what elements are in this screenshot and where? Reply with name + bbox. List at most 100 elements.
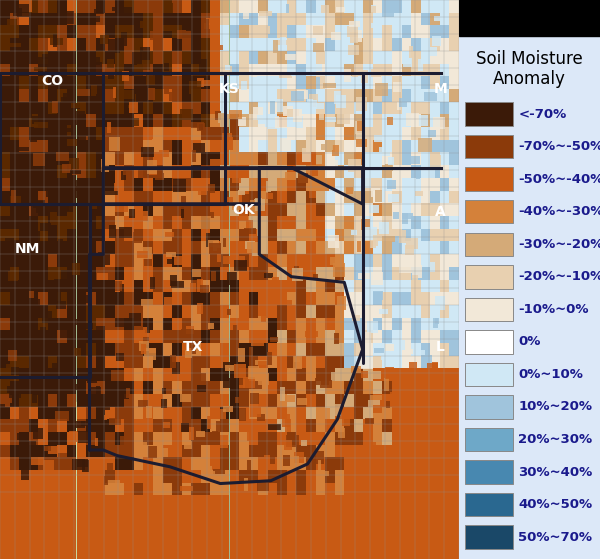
Bar	[258, 178, 268, 191]
Bar	[141, 344, 146, 354]
Bar	[316, 155, 322, 164]
Bar	[239, 381, 248, 394]
Bar	[268, 216, 277, 229]
Bar	[383, 406, 392, 419]
Bar	[401, 38, 411, 51]
Bar	[296, 165, 306, 178]
Bar	[411, 229, 421, 241]
Bar	[153, 191, 163, 203]
Bar	[167, 259, 173, 264]
Bar	[113, 87, 116, 98]
Bar	[105, 394, 115, 406]
Bar	[201, 444, 211, 457]
Bar	[211, 521, 220, 534]
Bar	[449, 115, 459, 127]
Bar	[38, 64, 48, 76]
Bar	[268, 178, 277, 191]
Bar	[223, 362, 234, 368]
Bar	[86, 292, 95, 305]
Bar	[277, 546, 287, 559]
Bar	[277, 115, 287, 127]
Bar	[411, 508, 421, 521]
Bar	[354, 432, 364, 444]
Bar	[297, 89, 308, 99]
Bar	[16, 188, 24, 193]
Bar	[287, 254, 296, 267]
Bar	[211, 318, 220, 330]
Bar	[267, 352, 272, 365]
Bar	[58, 280, 67, 292]
Bar	[335, 153, 344, 165]
Bar	[182, 444, 191, 457]
Bar	[389, 473, 395, 487]
Bar	[32, 392, 37, 402]
Bar	[201, 216, 211, 229]
Bar	[449, 521, 459, 534]
Bar	[191, 76, 201, 89]
Bar	[449, 534, 459, 546]
Bar	[287, 318, 296, 330]
Bar	[139, 342, 149, 350]
Bar	[51, 434, 61, 442]
Bar	[58, 419, 67, 432]
Bar	[143, 457, 153, 470]
Bar	[124, 0, 134, 13]
Bar	[95, 165, 105, 178]
Bar	[248, 153, 258, 165]
Bar	[95, 127, 105, 140]
Bar	[296, 89, 306, 102]
Bar	[373, 76, 383, 89]
Bar	[325, 495, 335, 508]
Bar	[344, 0, 354, 13]
Bar	[182, 165, 191, 178]
Bar	[220, 165, 229, 178]
Bar	[191, 356, 201, 368]
Bar	[134, 534, 143, 546]
Bar	[421, 413, 431, 423]
Bar	[432, 477, 442, 486]
Bar	[411, 292, 421, 305]
Bar	[201, 406, 211, 419]
Bar	[270, 454, 275, 463]
Bar	[163, 470, 172, 483]
Bar	[220, 343, 229, 356]
Bar	[224, 137, 233, 150]
Bar	[421, 102, 430, 115]
Bar	[77, 444, 86, 457]
Bar	[268, 267, 277, 280]
Bar	[48, 343, 58, 356]
Bar	[172, 115, 182, 127]
Bar	[364, 495, 373, 508]
Bar	[182, 508, 191, 521]
Bar	[191, 229, 201, 241]
Bar	[440, 368, 449, 381]
Bar	[105, 76, 115, 89]
Bar	[401, 483, 411, 495]
Bar	[383, 470, 392, 483]
Bar	[134, 241, 143, 254]
Bar	[48, 406, 58, 419]
Bar	[38, 394, 48, 406]
Bar	[95, 51, 105, 64]
Bar	[95, 457, 105, 470]
Bar	[258, 254, 268, 267]
Bar	[0, 76, 10, 89]
Bar	[149, 348, 155, 353]
Bar	[115, 483, 124, 495]
Bar	[140, 47, 150, 60]
Bar	[172, 153, 182, 165]
Bar	[258, 406, 268, 419]
Bar	[287, 109, 299, 116]
Bar	[220, 153, 229, 165]
Bar	[67, 292, 76, 305]
Bar	[112, 7, 122, 12]
Bar	[0, 368, 10, 381]
Bar	[277, 254, 287, 267]
Bar	[29, 534, 38, 546]
Bar	[239, 470, 248, 483]
Bar	[182, 419, 191, 432]
Bar	[19, 191, 29, 203]
Bar	[105, 191, 115, 203]
Bar	[383, 216, 392, 229]
Bar	[29, 25, 38, 38]
